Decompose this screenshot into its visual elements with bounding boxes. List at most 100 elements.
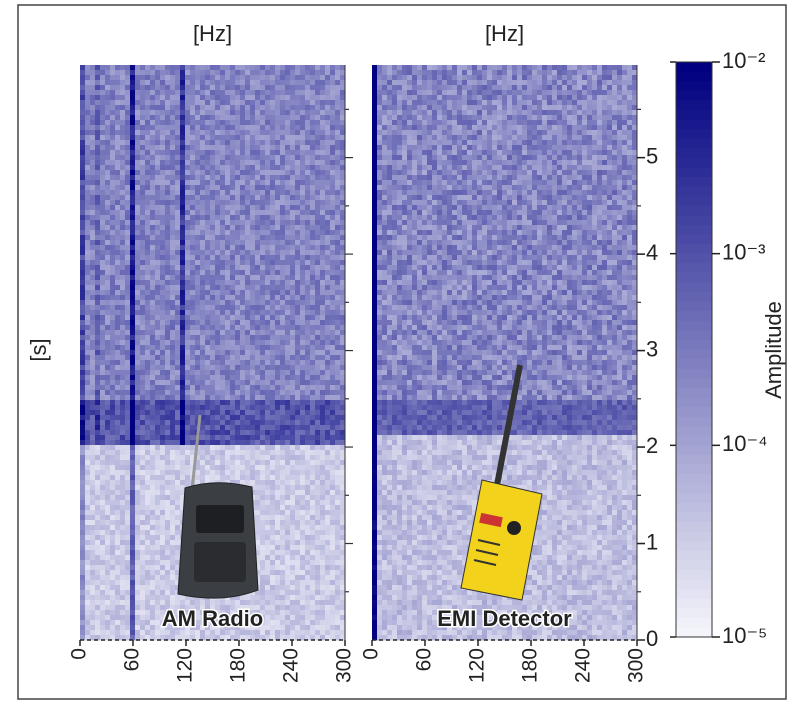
spectrogram-cell [225,140,230,145]
spectrogram-cell [255,140,260,145]
spectrogram-cell [160,305,165,310]
spectrogram-cell [165,490,170,495]
spectrogram-cell [150,265,155,270]
spectrogram-cell [170,235,175,240]
spectrogram-cell [270,270,275,275]
spectrogram-cell [285,180,290,185]
spectrogram-cell [120,415,125,420]
spectrogram-cell [250,230,255,235]
spectrogram-cell [175,115,180,120]
spectrogram-cell [175,205,180,210]
spectrogram-cell [155,345,160,350]
spectrogram-cell [320,440,325,445]
spectrogram-cell [85,285,90,290]
spectrogram-cell [325,400,330,405]
spectrogram-cell [85,330,90,335]
spectrogram-cell [285,85,290,90]
spectrogram-cell [135,280,140,285]
spectrogram-cell [95,105,100,110]
spectrogram-cell [325,230,330,235]
spectrogram-cell [165,450,170,455]
spectrogram-cell [265,245,270,250]
spectrogram-cell [125,475,130,480]
spectrogram-cell [90,165,95,170]
spectrogram-cell [145,170,150,175]
spectrogram-cell [215,405,220,410]
spectrogram-cell [145,125,150,130]
spectrogram-cell [165,200,170,205]
spectrogram-cell [305,285,310,290]
spectrogram-cell [220,210,225,215]
spectrogram-cell [285,120,290,125]
spectrogram-cell [305,100,310,105]
spectrogram-cell [175,310,180,315]
spectrogram-cell [240,415,245,420]
spectrogram-cell [300,335,305,340]
spectrogram-cell [145,355,150,360]
spectrogram-cell [190,155,195,160]
spectrogram-cell [335,65,340,70]
spectrogram-cell [285,310,290,315]
spectrogram-cell [160,365,165,370]
spectrogram-cell [145,375,150,380]
spectrogram-cell [190,290,195,295]
spectrogram-cell [180,440,185,445]
spectrogram-cell [325,105,330,110]
spectrogram-cell [90,315,95,320]
spectrogram-cell [205,95,210,100]
spectrogram-cell [260,120,265,125]
spectrogram-cell [275,165,280,170]
spectrogram-cell [185,425,190,430]
spectrogram-cell [195,365,200,370]
spectrogram-cell [170,505,175,510]
spectrogram-cell [270,115,275,120]
spectrogram-cell [180,310,185,315]
spectrogram-cell [90,135,95,140]
spectrogram-cell [85,190,90,195]
spectrogram-cell [325,460,330,465]
spectrogram-cell [330,515,335,520]
spectrogram-cell [140,345,145,350]
spectrogram-cell [325,375,330,380]
spectrogram-cell [185,205,190,210]
spectrogram-cell [210,245,215,250]
spectrogram-cell [95,435,100,440]
spectrogram-cell [185,405,190,410]
spectrogram-cell [255,85,260,90]
spectrogram-cell [310,445,315,450]
spectrogram-cell [255,210,260,215]
spectrogram-cell [190,385,195,390]
spectrogram-cell [190,370,195,375]
spectrogram-cell [130,275,135,280]
spectrogram-cell [90,220,95,225]
spectrogram-cell [175,155,180,160]
spectrogram-cell [165,100,170,105]
spectrogram-cell [90,350,95,355]
spectrogram-cell [175,370,180,375]
spectrogram-cell [220,350,225,355]
spectrogram-cell [150,180,155,185]
spectrogram-cell [320,180,325,185]
spectrogram-cell [250,120,255,125]
spectrogram-cell [270,530,275,535]
spectrogram-cell [275,180,280,185]
spectrogram-cell [270,385,275,390]
spectrogram-cell [305,400,310,405]
spectrogram-cell [205,105,210,110]
spectrogram-cell [225,210,230,215]
spectrogram-cell [300,175,305,180]
spectrogram-cell [325,200,330,205]
spectrogram-cell [265,265,270,270]
spectrogram-cell [85,255,90,260]
spectrogram-cell [260,75,265,80]
spectrogram-cell [130,330,135,335]
spectrogram-cell [230,95,235,100]
spectrogram-cell [295,500,300,505]
spectrogram-cell [150,310,155,315]
spectrogram-cell [330,220,335,225]
spectrogram-cell [195,255,200,260]
spectrogram-cell [110,370,115,375]
spectrogram-cell [135,410,140,415]
spectrogram-cell [245,110,250,115]
spectrogram-cell [235,400,240,405]
